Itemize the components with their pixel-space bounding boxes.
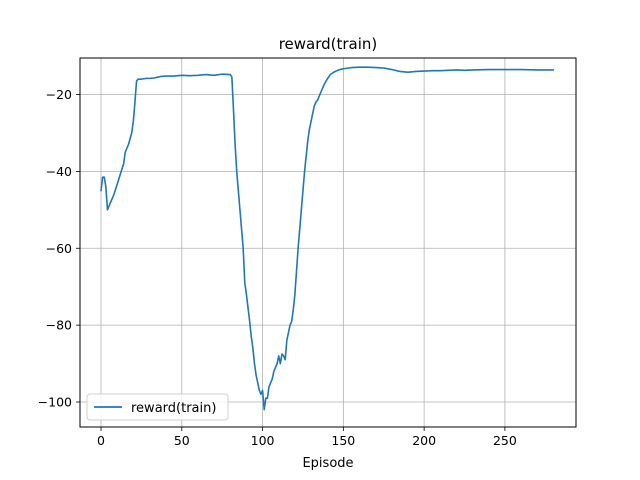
y-tick-label: −40 xyxy=(46,164,72,179)
tick-layer: 0 50 100 150 200 250 −100 −80 −60 −40 −20 xyxy=(38,87,517,448)
plot-frame xyxy=(79,57,577,428)
series-line-reward-train xyxy=(100,66,555,411)
legend-box xyxy=(86,393,229,421)
chart-title: reward(train) xyxy=(279,35,378,53)
legend-entry-reward-train: reward(train) xyxy=(131,401,216,416)
y-tick-label: −100 xyxy=(38,395,72,410)
x-axis-label: Episode xyxy=(302,456,353,471)
x-tick-label: 100 xyxy=(251,433,275,448)
x-tick-label: 150 xyxy=(331,433,355,448)
legend: reward(train) xyxy=(86,393,229,421)
y-tick-label: −80 xyxy=(46,318,72,333)
x-tick-label: 250 xyxy=(493,433,517,448)
y-tick-label: −20 xyxy=(46,87,72,102)
x-tick-label: 0 xyxy=(97,433,105,448)
series-layer xyxy=(100,66,555,411)
x-tick-label: 50 xyxy=(174,433,190,448)
grid-layer xyxy=(80,58,576,427)
y-tick-label: −60 xyxy=(46,241,72,256)
x-tick-label: 200 xyxy=(412,433,436,448)
